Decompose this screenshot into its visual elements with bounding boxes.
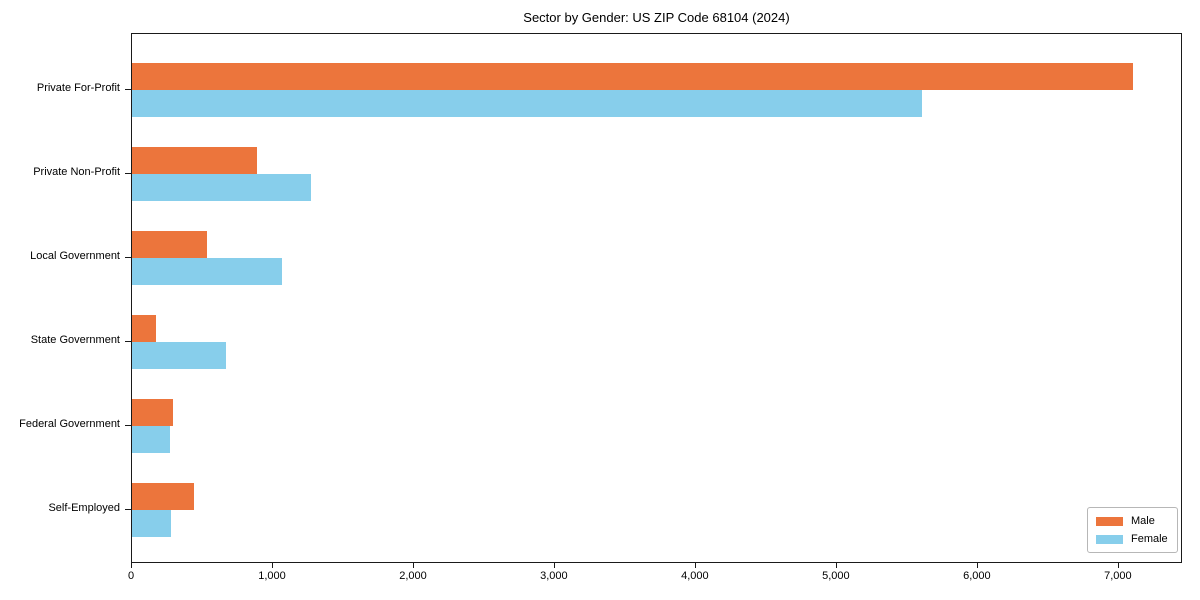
bar-male	[132, 399, 173, 426]
legend-row: Female	[1096, 533, 1169, 545]
xtick-label: 0	[127, 570, 135, 582]
bar-male	[132, 231, 207, 258]
bar-female	[132, 510, 171, 537]
legend-label: Male	[1131, 515, 1155, 527]
xtick-mark	[272, 563, 274, 568]
xtick-label: 3,000	[540, 570, 568, 582]
xtick-mark	[976, 563, 979, 568]
ytick-mark	[125, 89, 131, 91]
ytick-label: Self-Employed	[48, 502, 120, 514]
xtick-label: 2,000	[399, 570, 427, 582]
bar-female	[132, 174, 311, 201]
bar-male	[132, 483, 194, 510]
plot-area	[131, 33, 1182, 563]
xtick-mark	[694, 563, 697, 568]
ytick-mark	[125, 173, 131, 175]
ytick-label: Private For-Profit	[36, 82, 120, 94]
xtick-mark	[413, 563, 415, 568]
ytick-label: State Government	[30, 334, 120, 346]
bar-male	[132, 63, 1133, 90]
xtick-label: 5,000	[822, 570, 850, 582]
legend-row: Male	[1096, 515, 1169, 527]
bar-female	[132, 90, 922, 117]
legend-label: Female	[1131, 533, 1168, 545]
xtick-mark	[131, 563, 133, 568]
ytick-mark	[125, 509, 131, 511]
legend-swatch-male	[1096, 516, 1123, 526]
xtick-label: 6,000	[963, 570, 991, 582]
chart-title: Sector by Gender: US ZIP Code 68104 (202…	[523, 10, 790, 25]
xtick-label: 1,000	[258, 570, 286, 582]
ytick-mark	[125, 341, 131, 343]
legend: Male Female	[1087, 507, 1178, 553]
xtick-mark	[835, 563, 838, 568]
xtick-label: 4,000	[681, 570, 709, 582]
bar-male	[132, 315, 156, 342]
bar-male	[132, 147, 257, 174]
bar-female	[132, 342, 226, 369]
ytick-label: Federal Government	[19, 418, 120, 430]
bar-female	[132, 258, 283, 285]
bar-female	[132, 426, 171, 453]
ytick-mark	[125, 257, 131, 259]
legend-swatch-female	[1096, 534, 1123, 544]
ytick-label: Local Government	[30, 250, 120, 262]
ytick-label: Private Non-Profit	[33, 166, 120, 178]
xtick-mark	[1117, 563, 1120, 568]
xtick-label: 7,000	[1104, 570, 1132, 582]
ytick-mark	[125, 425, 131, 427]
xtick-mark	[553, 563, 556, 568]
